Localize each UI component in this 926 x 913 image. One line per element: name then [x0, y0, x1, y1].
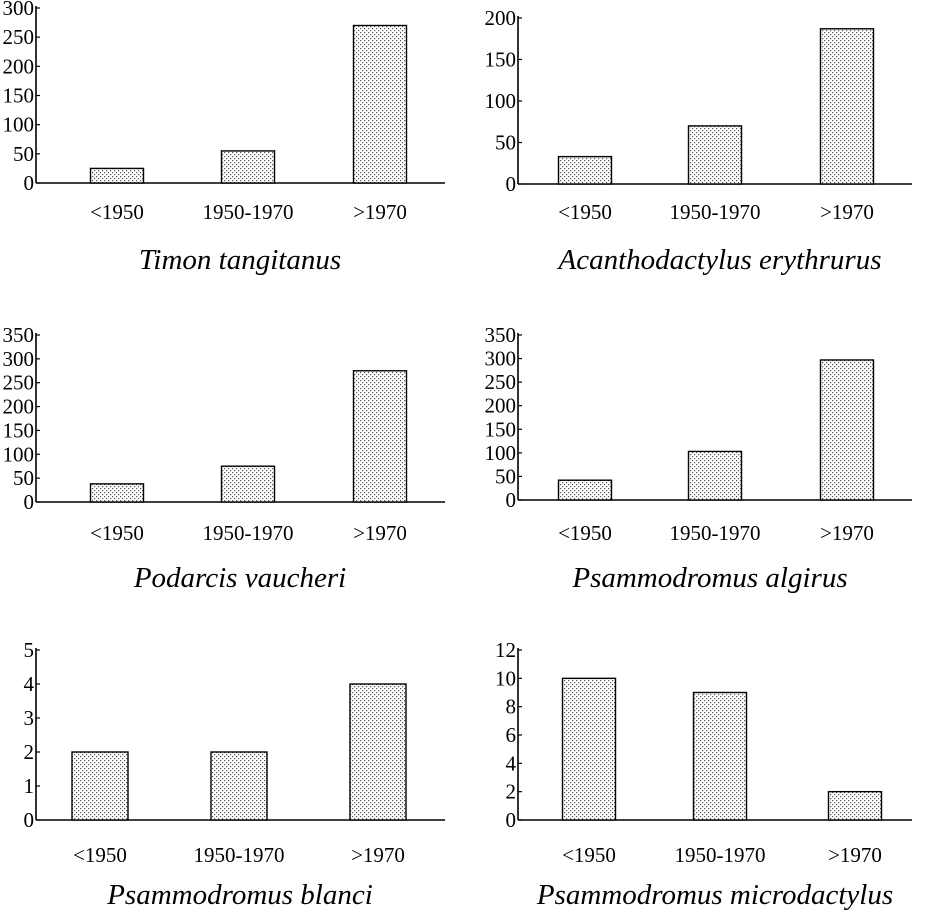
y-tick-label: 100 [485, 441, 517, 465]
bar-3 [819, 28, 875, 185]
y-tick-label: 10 [495, 666, 516, 690]
x-category-label: >1970 [353, 200, 407, 224]
bar-3 [827, 790, 883, 821]
x-category-label: <1950 [558, 200, 612, 224]
x-category-label: <1950 [562, 843, 616, 867]
y-tick-label: 350 [3, 323, 35, 347]
y-tick-label: 50 [495, 464, 516, 488]
bar-1 [557, 155, 613, 185]
y-tick-label: 2 [506, 780, 517, 804]
y-tick-label: 150 [3, 418, 35, 442]
x-category-label: 1950-1970 [670, 200, 761, 224]
chart-panel-5: 0 1 2 3 4 5 <1950 1950-1970 >1970 Psammodromus bl… [24, 638, 445, 911]
y-tick-label: 50 [13, 142, 34, 166]
y-tick-label: 200 [3, 395, 35, 419]
bar-3 [352, 24, 408, 184]
y-tick-label: 0 [24, 171, 35, 195]
y-tick-label: 350 [485, 323, 517, 347]
bar-3 [349, 683, 407, 821]
x-category-label: <1950 [73, 843, 127, 867]
y-tick-label: 1 [24, 774, 35, 798]
y-tick-label: 200 [3, 54, 35, 78]
y-tick-label: 6 [506, 723, 517, 747]
y-tick-label: 150 [485, 417, 517, 441]
chart-panel-1: 0 50 100 150 200 250 300 <1950 1950-1970 >1970 Tim… [3, 0, 445, 276]
x-category-label: >1970 [353, 521, 407, 545]
y-tick-label: 0 [24, 490, 35, 514]
chart-title: Timon tangitanus [139, 244, 341, 276]
y-tick-label: 150 [485, 48, 517, 72]
y-tick-label: 8 [506, 695, 517, 719]
y-tick-label: 4 [506, 751, 517, 775]
x-category-label: <1950 [90, 200, 144, 224]
y-tick-label: 100 [3, 442, 35, 466]
bar-3 [819, 359, 875, 501]
bar-1 [71, 751, 129, 821]
y-tick-label: 300 [3, 347, 35, 371]
bar-1 [89, 483, 145, 503]
x-category-label: 1950-1970 [675, 843, 766, 867]
y-tick-label: 2 [24, 740, 35, 764]
x-category-label: <1950 [558, 521, 612, 545]
bar-2 [692, 691, 748, 821]
y-tick-label: 50 [13, 466, 34, 490]
x-category-label: >1970 [820, 521, 874, 545]
chart-title: Psammodromus microdactylus [536, 879, 893, 911]
bar-2 [687, 450, 743, 501]
y-tick-label: 0 [506, 808, 517, 832]
chart-title: Psammodromus algirus [571, 562, 847, 594]
y-tick-label: 300 [3, 0, 35, 20]
bar-2 [687, 125, 743, 185]
x-category-label: 1950-1970 [670, 521, 761, 545]
bar-1 [561, 677, 617, 821]
y-tick-label: 5 [24, 638, 35, 662]
chart-title: Psammodromus blanci [106, 879, 373, 911]
y-tick-label: 100 [485, 89, 517, 113]
y-tick-label: 50 [495, 131, 516, 155]
y-tick-label: 12 [495, 638, 516, 662]
x-category-label: 1950-1970 [203, 200, 294, 224]
y-tick-label: 0 [506, 172, 517, 196]
y-tick-label: 0 [24, 808, 35, 832]
x-category-label: 1950-1970 [194, 843, 285, 867]
y-tick-label: 100 [3, 113, 35, 137]
x-category-label: >1970 [820, 200, 874, 224]
bar-3 [352, 370, 408, 503]
y-tick-label: 200 [485, 6, 517, 30]
x-category-label: >1970 [351, 843, 405, 867]
chart-title: Podarcis vaucheri [133, 562, 346, 594]
x-category-label: <1950 [90, 521, 144, 545]
y-tick-label: 0 [506, 488, 517, 512]
y-tick-label: 3 [24, 706, 35, 730]
y-tick-label: 200 [485, 394, 517, 418]
bar-2 [220, 465, 276, 503]
bar-2 [220, 150, 276, 184]
y-tick-label: 250 [485, 370, 517, 394]
y-tick-label: 150 [3, 84, 35, 108]
x-category-label: 1950-1970 [203, 521, 294, 545]
y-tick-label: 4 [24, 672, 35, 696]
chart-title: Acanthodactylus erythrurus [557, 244, 882, 276]
y-tick-label: 300 [485, 347, 517, 371]
x-category-label: >1970 [828, 843, 882, 867]
y-tick-label: 250 [3, 371, 35, 395]
y-tick-label: 250 [3, 25, 35, 49]
chart-panel-6: 0 2 4 6 8 10 12 <1950 1950-1970 >1970 Psammodromus… [495, 638, 912, 911]
bar-2 [210, 751, 268, 821]
bar-1 [89, 167, 145, 184]
chart-panel-2: 0 50 100 150 200 <1950 1950-1970 >1970 Acanthoda… [485, 6, 912, 276]
bar-1 [557, 479, 613, 501]
